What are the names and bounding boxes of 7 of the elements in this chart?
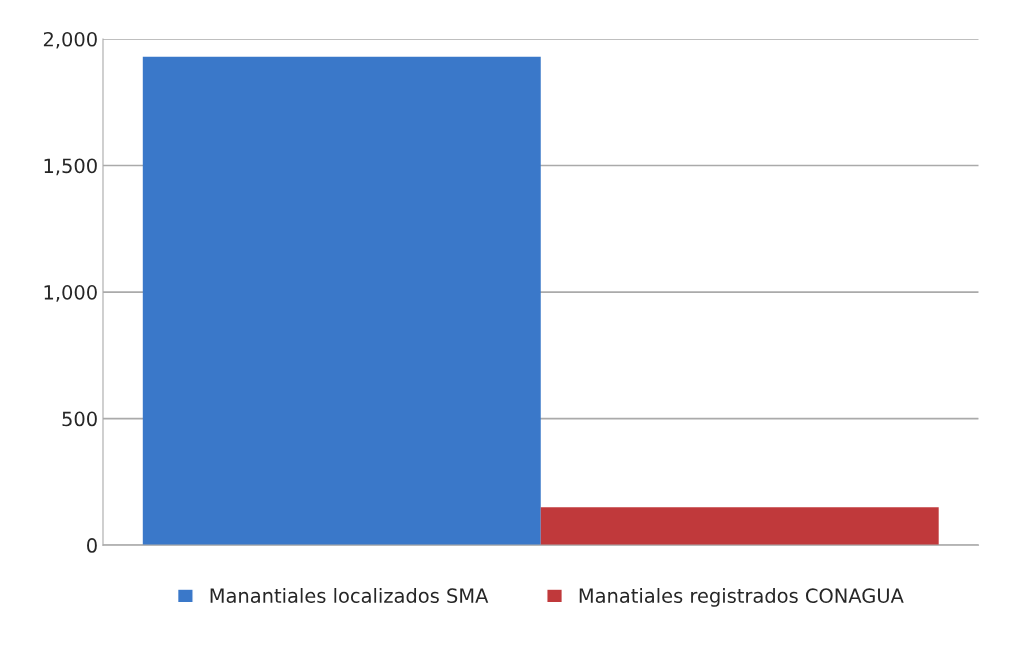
y-tick-label: 0 bbox=[87, 538, 97, 553]
y-tick-label: 2,000 bbox=[43, 31, 97, 49]
y-tick-label: 500 bbox=[62, 411, 97, 427]
y-tick-label: 1,000 bbox=[44, 285, 97, 302]
legend-label: Manatiales registrados CONAGUA bbox=[579, 587, 904, 607]
legend-label: Manantiales localizados SMA bbox=[210, 587, 489, 604]
y-tick-label: 1,500 bbox=[44, 158, 97, 176]
